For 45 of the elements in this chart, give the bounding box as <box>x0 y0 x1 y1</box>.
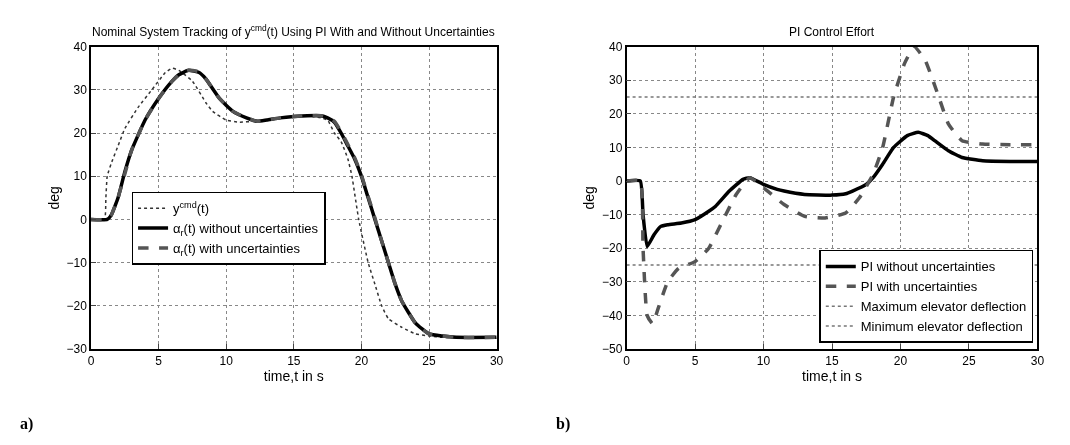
y-tick-label: 30 <box>609 73 623 88</box>
y-tick-label: 10 <box>609 140 623 155</box>
y-tick-label: 0 <box>80 212 88 227</box>
legend-label: y$^{cmd}$(t) <box>173 199 210 217</box>
x-tick-label: 10 <box>219 354 234 369</box>
x-axis-title: time,t in s <box>802 368 862 385</box>
x-tick-label: 20 <box>354 354 369 369</box>
x-axis-title: time,t in s <box>263 368 324 385</box>
legend-label: Minimum elevator deflection <box>860 319 1023 335</box>
y-tick-label: −40 <box>602 308 623 323</box>
x-tick-label: 30 <box>489 354 504 369</box>
legend-label: α$_{r}$(t) without uncertainties <box>173 221 319 238</box>
y-axis-title: deg <box>581 186 598 210</box>
text: b) <box>556 415 571 433</box>
y-tick-label: −10 <box>66 255 88 270</box>
y-tick-label: −10 <box>602 207 623 222</box>
x-tick-label: 25 <box>962 354 976 369</box>
y-tick-label: 40 <box>609 39 623 54</box>
x-tick-label: 30 <box>1030 354 1045 369</box>
legend-label: α$_{r}$(t) with uncertainties <box>173 241 301 258</box>
y-tick-label: 20 <box>609 107 623 121</box>
text: a) <box>20 415 34 433</box>
x-tick-label: 15 <box>825 354 839 369</box>
y-tick-label: −30 <box>602 275 623 289</box>
legend-label: Maximum elevator deflection <box>860 299 1027 315</box>
legend-label: PI without uncertainties <box>860 259 996 275</box>
y-tick-label: −20 <box>66 299 88 313</box>
x-tick-label: 5 <box>155 354 163 369</box>
y-tick-label: 0 <box>615 174 623 189</box>
y-tick-label: −20 <box>602 241 623 256</box>
x-tick-label: 25 <box>422 354 436 369</box>
y-tick-label: −30 <box>66 342 88 357</box>
x-tick-label: 10 <box>756 354 771 369</box>
y-tick-label: 40 <box>73 39 88 54</box>
chart-title: Nominal System Tracking of y$^{cmd}$(t) Using PI With and Without Uncertainties <box>92 23 495 40</box>
y-axis-title: deg <box>45 186 62 210</box>
x-tick-label: 5 <box>691 354 699 369</box>
y-tick-label: 20 <box>73 126 88 141</box>
x-tick-label: 20 <box>893 354 908 369</box>
legend-label: PI with uncertainties <box>860 279 978 295</box>
x-tick-label: 15 <box>287 354 301 369</box>
chart-title: PI Control Effort <box>789 25 875 39</box>
y-tick-label: 10 <box>73 169 88 184</box>
y-tick-label: 30 <box>73 83 88 97</box>
y-tick-label: −50 <box>602 342 623 357</box>
